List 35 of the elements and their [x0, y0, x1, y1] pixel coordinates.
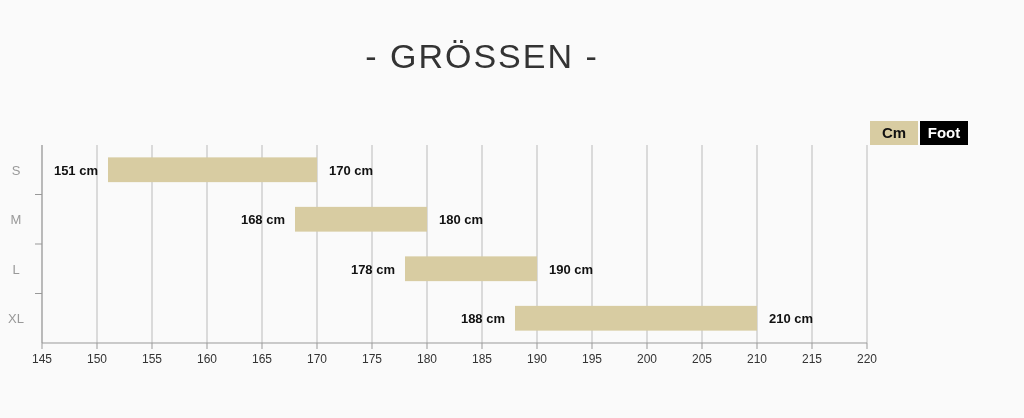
y-tick-label: L [12, 261, 20, 277]
x-tick-label: 185 [471, 352, 493, 366]
x-tick-label: 170 [306, 352, 328, 366]
x-tick-label: 175 [361, 352, 383, 366]
y-tick-label: M [10, 212, 22, 228]
x-tick-label: 155 [141, 352, 163, 366]
x-tick-label: 220 [856, 352, 878, 366]
annotation: 210 cm [769, 311, 814, 327]
annotation: 168 cm [240, 212, 285, 228]
annotation: 180 cm [439, 212, 484, 228]
x-tick-label: 200 [636, 352, 658, 366]
bar [295, 206, 427, 232]
bar [108, 157, 317, 183]
annotation: 151 cm [53, 162, 98, 178]
x-tick-label: 195 [581, 352, 603, 366]
annotation: 170 cm [329, 162, 374, 178]
x-tick-label: 215 [801, 352, 823, 366]
y-tick-label: S [11, 162, 21, 178]
bar [515, 305, 757, 331]
text: Foot [927, 124, 961, 141]
x-tick-label: 165 [251, 352, 273, 366]
annotation: 190 cm [549, 261, 594, 277]
annotation: 188 cm [460, 311, 505, 327]
annotation: 178 cm [350, 261, 395, 277]
x-tick-label: 190 [526, 352, 548, 366]
text: Cm [881, 124, 907, 141]
x-tick-label: 145 [31, 352, 53, 366]
x-tick-label: 150 [86, 352, 108, 366]
x-tick-label: 180 [416, 352, 438, 366]
x-tick-label: 210 [746, 352, 768, 366]
y-tick-label: XL [8, 311, 24, 327]
chart-title: - GRÖSSEN - [365, 37, 599, 75]
bar [405, 256, 537, 282]
x-tick-label: 205 [691, 352, 713, 366]
x-tick-label: 160 [196, 352, 218, 366]
